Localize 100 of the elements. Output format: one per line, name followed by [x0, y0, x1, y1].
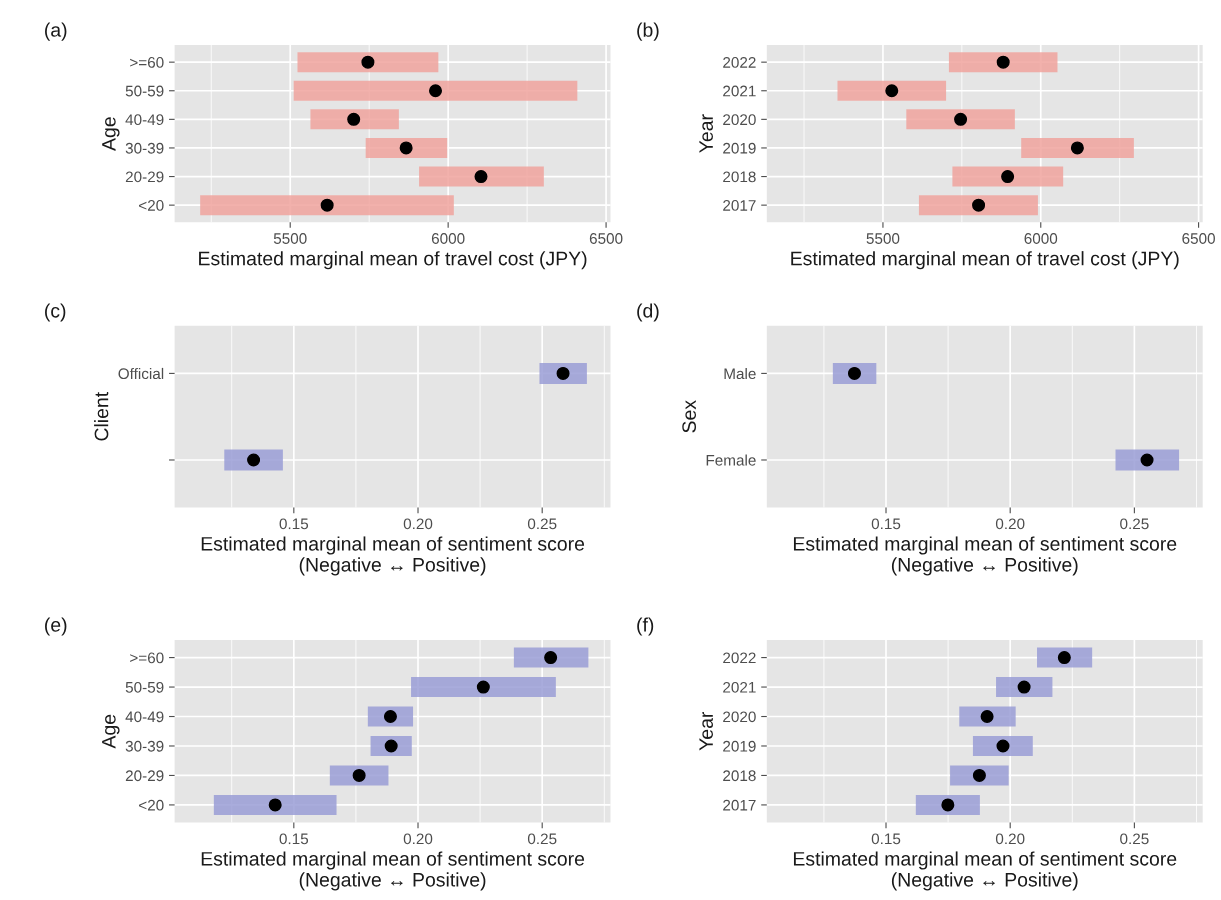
bar: [972, 735, 1033, 756]
point: [544, 651, 558, 665]
bar: [948, 52, 1058, 73]
y-tick-label: 20-29: [125, 171, 164, 183]
point: [347, 112, 361, 126]
x-tick-label: 6000: [431, 233, 465, 244]
x-axis-title: Estimated marginal mean of travel cost (JPY): [791, 251, 1179, 270]
point: [268, 798, 282, 812]
y-axis-title: Client: [94, 391, 109, 441]
bar: [513, 647, 589, 668]
x-tick-label: 5500: [273, 233, 307, 244]
x-axis-title: Estimated marginal mean of sentiment score (Negative ↔ Positive): [201, 536, 585, 576]
y-tick-label: 30-39: [125, 142, 164, 154]
bar: [365, 137, 448, 158]
y-tick-label: Official: [118, 367, 164, 380]
point: [429, 84, 443, 98]
chart-title: (e): [45, 617, 67, 636]
x-axis-title: Estimated marginal mean of sentiment score (Negative ↔ Positive): [793, 536, 1177, 576]
bar: [918, 195, 1038, 216]
x-tick-label: 0.25: [1120, 518, 1149, 530]
x-tick-label: 6500: [589, 233, 623, 244]
y-tick-label: 2021: [723, 85, 756, 97]
y-axis-title: Age: [102, 117, 120, 151]
bar: [411, 677, 556, 698]
point: [399, 141, 413, 155]
y-tick-label: 40-49: [125, 711, 164, 723]
y-tick-label: 20-29: [125, 770, 164, 782]
point: [474, 170, 488, 184]
x-tick-label: 0.15: [871, 833, 901, 845]
bar: [837, 80, 947, 101]
y-tick-label: 2017: [723, 799, 756, 811]
point: [996, 739, 1010, 753]
point: [996, 55, 1010, 69]
x-tick-label: 0.20: [995, 833, 1025, 845]
chart-title: (b): [637, 22, 659, 41]
y-tick-label: >=60: [130, 652, 164, 664]
bar: [310, 109, 399, 130]
x-tick-label: 0.15: [279, 833, 309, 845]
point: [352, 768, 366, 782]
chart-title: (a): [45, 22, 67, 41]
x-tick-label: 5500: [866, 233, 900, 244]
bar: [297, 52, 439, 73]
x-tick-label: 0.25: [1120, 833, 1149, 845]
y-tick-label: Male: [724, 367, 756, 380]
y-tick-label: 2018: [723, 770, 756, 782]
x-tick-label: 0.15: [279, 518, 309, 530]
y-tick-label: 2020: [723, 114, 756, 126]
point: [1001, 170, 1015, 184]
y-axis-title: Year: [699, 711, 713, 751]
point: [980, 710, 994, 724]
y-axis-title: Age: [102, 714, 120, 749]
x-tick-label: 6500: [1182, 233, 1215, 244]
y-tick-label: 50-59: [125, 85, 164, 97]
y-tick-label: 2017: [723, 200, 756, 211]
y-tick-label: 2019: [723, 740, 756, 752]
y-tick-label: Female: [706, 454, 756, 466]
x-tick-label: 6000: [1024, 233, 1058, 244]
y-tick-label: 30-39: [125, 740, 164, 752]
x-tick-label: 0.20: [403, 833, 433, 845]
chart-title: (c): [45, 303, 66, 322]
point: [972, 198, 986, 212]
point: [954, 112, 968, 126]
x-tick-label: 0.25: [527, 518, 557, 530]
point: [1070, 141, 1084, 155]
y-tick-label: <20: [139, 799, 164, 811]
point: [941, 798, 955, 812]
bar: [1021, 137, 1134, 158]
chart-title: (f): [637, 617, 654, 636]
x-tick-label: 0.20: [403, 518, 433, 530]
point: [476, 680, 490, 694]
y-tick-label: 2020: [723, 711, 756, 723]
y-tick-label: 40-49: [125, 114, 164, 126]
y-tick-label: 2021: [723, 681, 756, 693]
x-tick-label: 0.25: [527, 833, 557, 845]
y-tick-label: 2022: [723, 652, 756, 664]
point: [972, 768, 986, 782]
y-tick-label: <20: [139, 200, 164, 211]
y-tick-label: 50-59: [125, 681, 164, 693]
y-tick-label: >=60: [130, 57, 164, 68]
x-tick-label: 0.15: [871, 518, 901, 530]
chart-title: (d): [637, 303, 659, 322]
y-tick-label: 2018: [723, 171, 756, 183]
y-tick-label: 2022: [723, 57, 756, 68]
bar: [213, 794, 337, 815]
x-axis-title: Estimated marginal mean of sentiment score (Negative ↔ Positive): [201, 851, 585, 891]
x-axis-title: Estimated marginal mean of sentiment score (Negative ↔ Positive): [793, 851, 1177, 891]
y-tick-label: 2019: [723, 142, 756, 154]
bar: [952, 166, 1064, 187]
bar: [419, 166, 544, 187]
bar: [200, 195, 454, 216]
y-axis-title: Year: [699, 114, 713, 153]
y-axis-title: Sex: [682, 400, 697, 433]
point: [1017, 680, 1031, 694]
point: [885, 84, 899, 98]
x-axis-title: Estimated marginal mean of travel cost (JPY): [199, 251, 587, 270]
point: [361, 55, 375, 69]
point: [320, 198, 334, 212]
bar: [906, 109, 1015, 130]
bar: [293, 80, 578, 101]
x-tick-label: 0.20: [995, 518, 1025, 530]
